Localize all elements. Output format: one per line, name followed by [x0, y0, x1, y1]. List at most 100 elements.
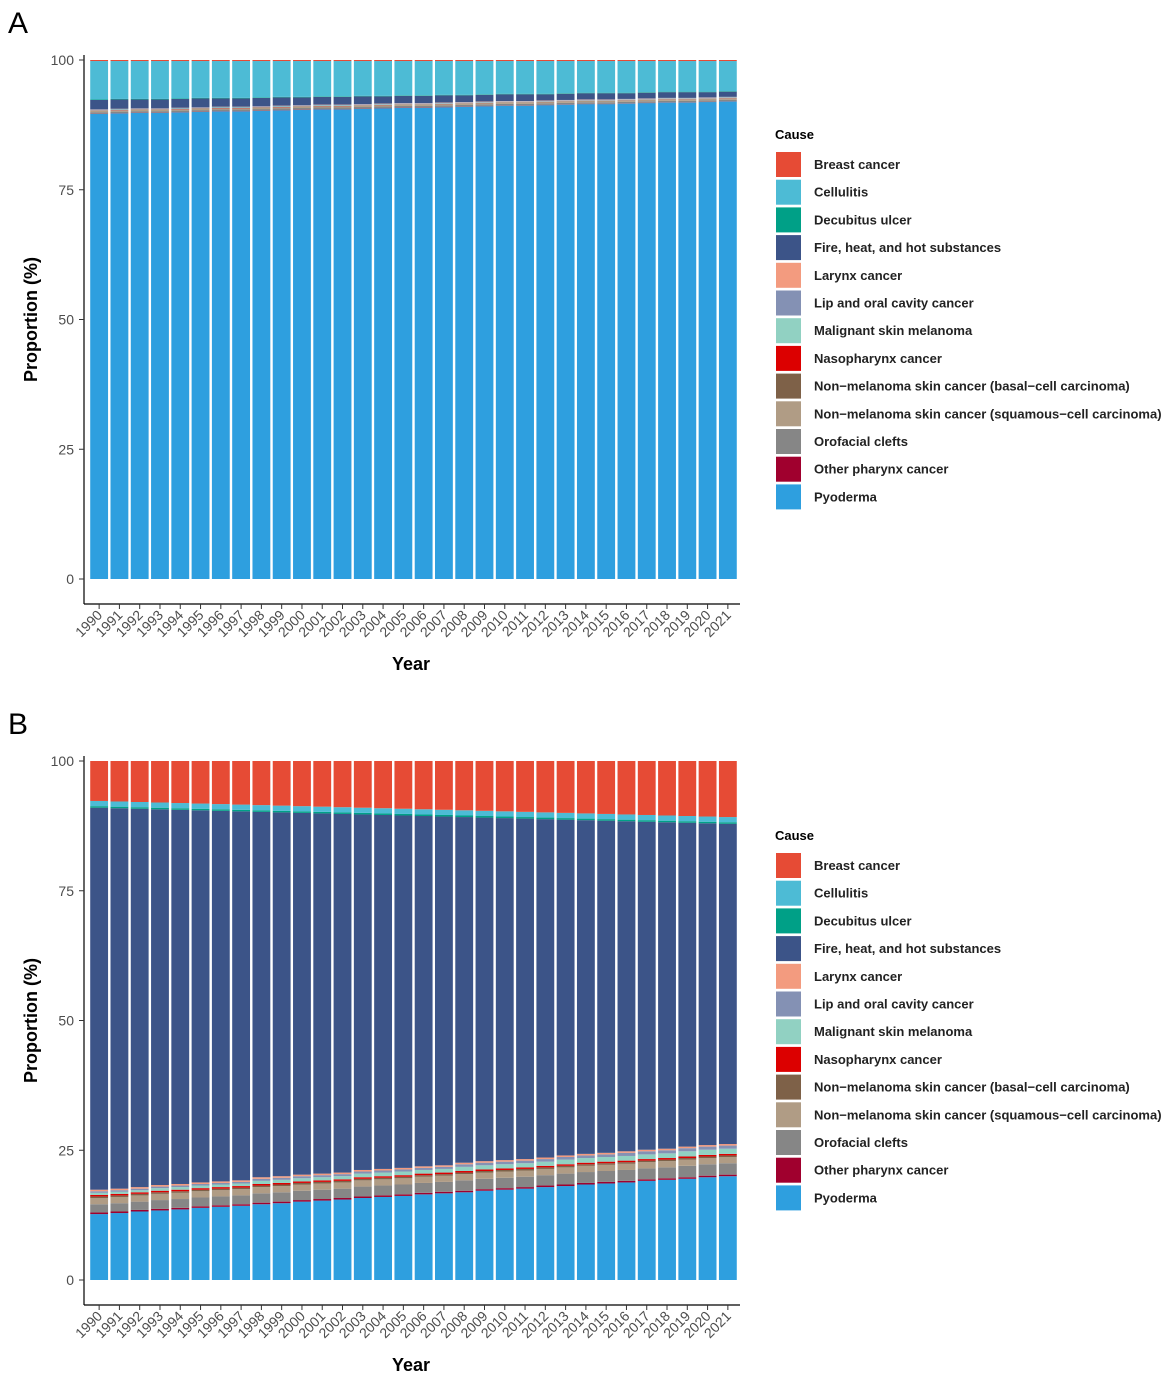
bar-segment — [597, 100, 616, 101]
bar-segment — [353, 104, 372, 105]
y-tick-label: 100 — [51, 52, 75, 68]
bar-segment — [130, 807, 149, 809]
bar-segment — [495, 1168, 514, 1170]
bar-segment — [333, 1174, 352, 1177]
bar-segment — [293, 106, 311, 109]
bar-segment — [414, 95, 433, 96]
bar-segment — [171, 61, 190, 99]
bar-segment — [353, 1178, 372, 1181]
bar-segment — [678, 1159, 697, 1166]
bar-segment — [495, 1189, 514, 1280]
bar-segment — [333, 1188, 352, 1198]
bar-segment — [576, 93, 595, 100]
bar-segment — [151, 761, 169, 803]
legend-label: Malignant skin melanoma — [814, 1024, 973, 1039]
bar-segment — [151, 110, 169, 112]
bar-segment — [353, 1197, 372, 1280]
bar-segment — [272, 1177, 291, 1180]
bar-segment — [718, 97, 737, 98]
bar-segment — [516, 761, 534, 812]
bar-segment — [232, 761, 251, 805]
bar-segment — [130, 1195, 149, 1202]
bar-segment — [678, 61, 697, 92]
bar-segment — [414, 60, 433, 62]
bar-segment — [516, 1170, 534, 1177]
y-axis-title: Proportion (%) — [21, 257, 41, 382]
bar-segment — [576, 99, 595, 101]
bar-segment — [110, 1196, 129, 1204]
bar-segment — [333, 1197, 352, 1200]
y-tick-label: 0 — [66, 1272, 74, 1288]
bar-segment — [597, 1181, 616, 1184]
bar-segment — [678, 98, 697, 99]
bar-segment — [617, 92, 636, 94]
bar-segment — [272, 107, 291, 109]
bar-segment — [556, 1164, 575, 1166]
bar-segment — [151, 61, 169, 99]
bar-segment — [658, 1159, 676, 1162]
bar-segment — [394, 61, 413, 96]
bar-segment — [272, 1203, 291, 1280]
bar-segment — [637, 101, 656, 103]
bar-segment — [495, 60, 514, 62]
bar-segment — [455, 1174, 474, 1181]
bar-segment — [576, 1164, 595, 1166]
bar-segment — [455, 761, 474, 811]
legend-key — [776, 345, 801, 371]
bar-segment — [232, 60, 251, 62]
bar-segment — [617, 100, 636, 102]
bar-segment — [90, 60, 109, 62]
x-axis-title: Year — [392, 654, 430, 674]
bar-segment — [313, 1199, 332, 1201]
bar-segment — [353, 95, 372, 97]
bar-segment — [516, 105, 534, 579]
bar-segment — [90, 99, 109, 100]
bar-segment — [678, 1158, 697, 1160]
bar-segment — [414, 61, 433, 96]
bar-segment — [698, 102, 717, 579]
bar-segment — [556, 1155, 575, 1157]
bar-segment — [556, 101, 575, 103]
y-tick-label: 50 — [58, 1013, 74, 1029]
legend-key — [776, 318, 801, 344]
bar-segment — [434, 102, 453, 104]
bar-segment — [90, 1191, 109, 1193]
bar-segment — [252, 810, 271, 812]
bar-segment — [374, 1176, 393, 1178]
bar-segment — [658, 1153, 676, 1159]
bar-segment — [211, 1181, 230, 1183]
bar-segment — [313, 806, 332, 812]
bar-segment — [252, 1178, 271, 1181]
bar-segment — [475, 1161, 494, 1163]
bar-segment — [718, 817, 737, 823]
bar-segment — [110, 801, 129, 807]
bar-segment — [191, 109, 210, 111]
bar-segment — [252, 1185, 271, 1188]
bar-segment — [516, 1160, 534, 1164]
bar-segment — [617, 61, 636, 93]
bar-segment — [232, 1204, 251, 1206]
bar-segment — [434, 95, 453, 103]
bar-segment — [597, 1154, 616, 1157]
bar-segment — [90, 111, 109, 113]
bar-segment — [658, 820, 676, 823]
legend-key — [776, 991, 801, 1017]
bar-segment — [151, 108, 169, 110]
bar-segment — [536, 100, 555, 102]
bar-segment — [110, 111, 129, 114]
bar-segment — [475, 94, 494, 102]
bar-segment — [333, 813, 352, 1173]
bar-segment — [678, 102, 697, 580]
bar-segment — [576, 1172, 595, 1183]
bar-segment — [353, 761, 372, 808]
bar-segment — [374, 108, 393, 579]
bar-segment — [434, 94, 453, 96]
bar-segment — [374, 95, 393, 97]
bar-segment — [597, 813, 616, 820]
bar-segment — [698, 1156, 717, 1159]
bar-segment — [252, 106, 271, 108]
bar-segment — [718, 1163, 737, 1175]
bar-segment — [272, 110, 291, 579]
bar-segment — [434, 1175, 453, 1182]
bar-segment — [151, 112, 169, 580]
